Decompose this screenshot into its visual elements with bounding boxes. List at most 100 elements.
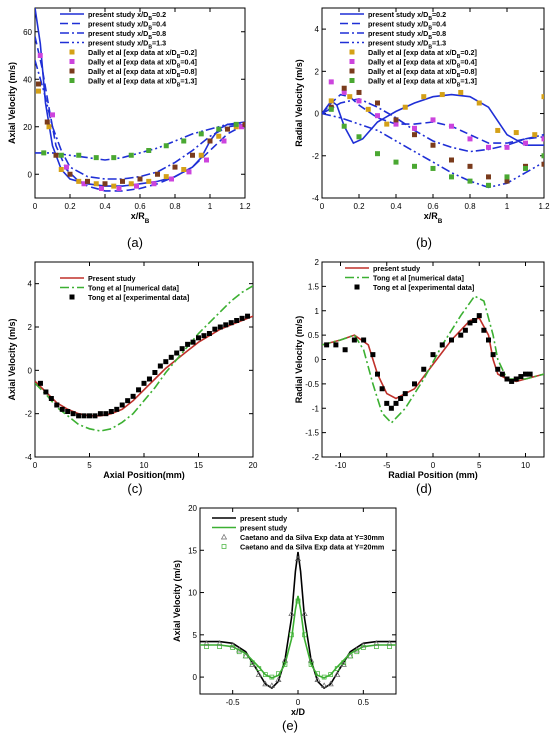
data-point	[239, 315, 245, 321]
legend-label: Dally et al [exp data at x/DB=0.2]	[88, 48, 197, 60]
data-point	[541, 153, 544, 159]
data-point	[334, 671, 341, 677]
data-point	[361, 337, 367, 343]
data-point	[111, 183, 117, 189]
legend-label: Dally et al [exp data at x/DB=1.3]	[368, 77, 477, 89]
data-point	[282, 662, 288, 667]
x-axis-label: x/RB	[424, 211, 443, 225]
data-point	[190, 339, 196, 345]
y-tick-label: 10	[188, 589, 197, 598]
data-point	[76, 178, 82, 184]
data-point	[81, 181, 87, 187]
data-point	[393, 159, 399, 165]
legend-label: present study x/DB=0.4	[88, 20, 166, 32]
y-axis-label: Radial Velocity (m/s)	[294, 316, 304, 404]
data-point	[146, 376, 152, 382]
x-tick-label: 0	[431, 461, 436, 470]
legend-label: Dally et al [exp data at x/DB=0.4]	[88, 58, 197, 70]
data-point	[120, 178, 125, 184]
data-point	[93, 181, 99, 187]
x-axis-label: x/RB	[131, 211, 150, 225]
data-point	[114, 406, 120, 412]
data-point	[236, 649, 242, 655]
data-point	[111, 155, 117, 161]
data-point	[269, 674, 275, 680]
data-point	[216, 133, 222, 139]
legend: present study x/DB=0.2 present study x/DB…	[340, 10, 477, 89]
legend-label: present study x/DB=1.3	[368, 39, 446, 51]
data-point	[523, 371, 528, 377]
series-line	[35, 123, 245, 161]
data-point	[386, 640, 393, 646]
data-point	[223, 322, 229, 328]
data-point	[458, 332, 464, 338]
data-point	[340, 661, 347, 667]
data-point	[449, 157, 454, 163]
y-tick-label: 1	[315, 307, 320, 316]
y-tick-label: 0	[315, 356, 320, 365]
y-tick-label: -4	[25, 453, 33, 462]
data-point	[472, 318, 478, 323]
legend-label: Dally et al [exp data at x/DB=1.3]	[88, 77, 197, 89]
y-tick-label: 4	[315, 25, 320, 34]
data-point	[46, 124, 52, 130]
data-point	[527, 371, 533, 377]
data-point	[412, 163, 417, 169]
data-point	[328, 672, 334, 677]
y-tick-label: 1.5	[308, 282, 320, 291]
legend-label: present study x/DB=0.2	[368, 10, 446, 22]
data-point	[375, 100, 380, 106]
legend-label: Tong et al [numerical data]	[373, 274, 464, 283]
y-tick-label: -1	[312, 404, 320, 413]
data-point	[228, 320, 234, 326]
data-point	[229, 641, 236, 648]
chart-panel-3: -10 -5 0 5 10 -2 -1.5 -1 -0.5 0 0.5 1 1.5 2 Radial Pos…	[294, 258, 545, 496]
data-point	[481, 327, 487, 333]
data-point	[393, 117, 399, 123]
data-point	[328, 106, 334, 112]
legend-marker	[220, 533, 228, 540]
data-point	[467, 136, 473, 142]
x-tick-label: 0.5	[358, 698, 370, 707]
legend-label: Tong et al [numerical data]	[88, 284, 179, 293]
data-point	[347, 94, 353, 100]
data-point	[449, 337, 454, 343]
data-point	[262, 672, 268, 677]
data-point	[217, 644, 222, 650]
data-point	[169, 176, 174, 182]
data-point	[351, 337, 357, 343]
data-point	[204, 644, 209, 650]
y-tick-label: -1.5	[305, 429, 319, 438]
data-point	[137, 176, 143, 182]
data-point	[276, 671, 281, 677]
data-point	[430, 142, 436, 148]
data-point	[288, 610, 295, 617]
data-point	[523, 165, 528, 171]
data-point	[65, 409, 71, 414]
data-point	[190, 152, 195, 158]
x-tick-label: 0	[320, 202, 325, 211]
data-point	[146, 178, 152, 184]
x-axis-label: Radial Position (mm)	[388, 470, 478, 480]
data-point	[412, 125, 417, 131]
data-point	[81, 413, 87, 419]
data-point	[523, 140, 528, 146]
y-tick-label: 2	[315, 258, 320, 267]
data-point	[203, 640, 210, 646]
data-point	[302, 632, 307, 638]
data-point	[130, 393, 136, 399]
data-point	[504, 178, 510, 184]
y-tick-label: 5	[193, 631, 198, 640]
data-point	[41, 150, 47, 156]
data-point	[196, 335, 201, 341]
data-point	[36, 88, 41, 94]
data-point	[102, 181, 108, 187]
x-tick-label: 0.6	[427, 202, 439, 211]
data-point	[54, 402, 60, 408]
series-line	[35, 285, 253, 432]
legend-label: Caetano and da Silva Exp data at Y=30mm	[240, 533, 384, 542]
data-point	[50, 112, 55, 118]
y-tick-label: 2	[315, 67, 320, 76]
data-point	[163, 174, 169, 180]
y-tick-label: 0	[28, 170, 33, 179]
